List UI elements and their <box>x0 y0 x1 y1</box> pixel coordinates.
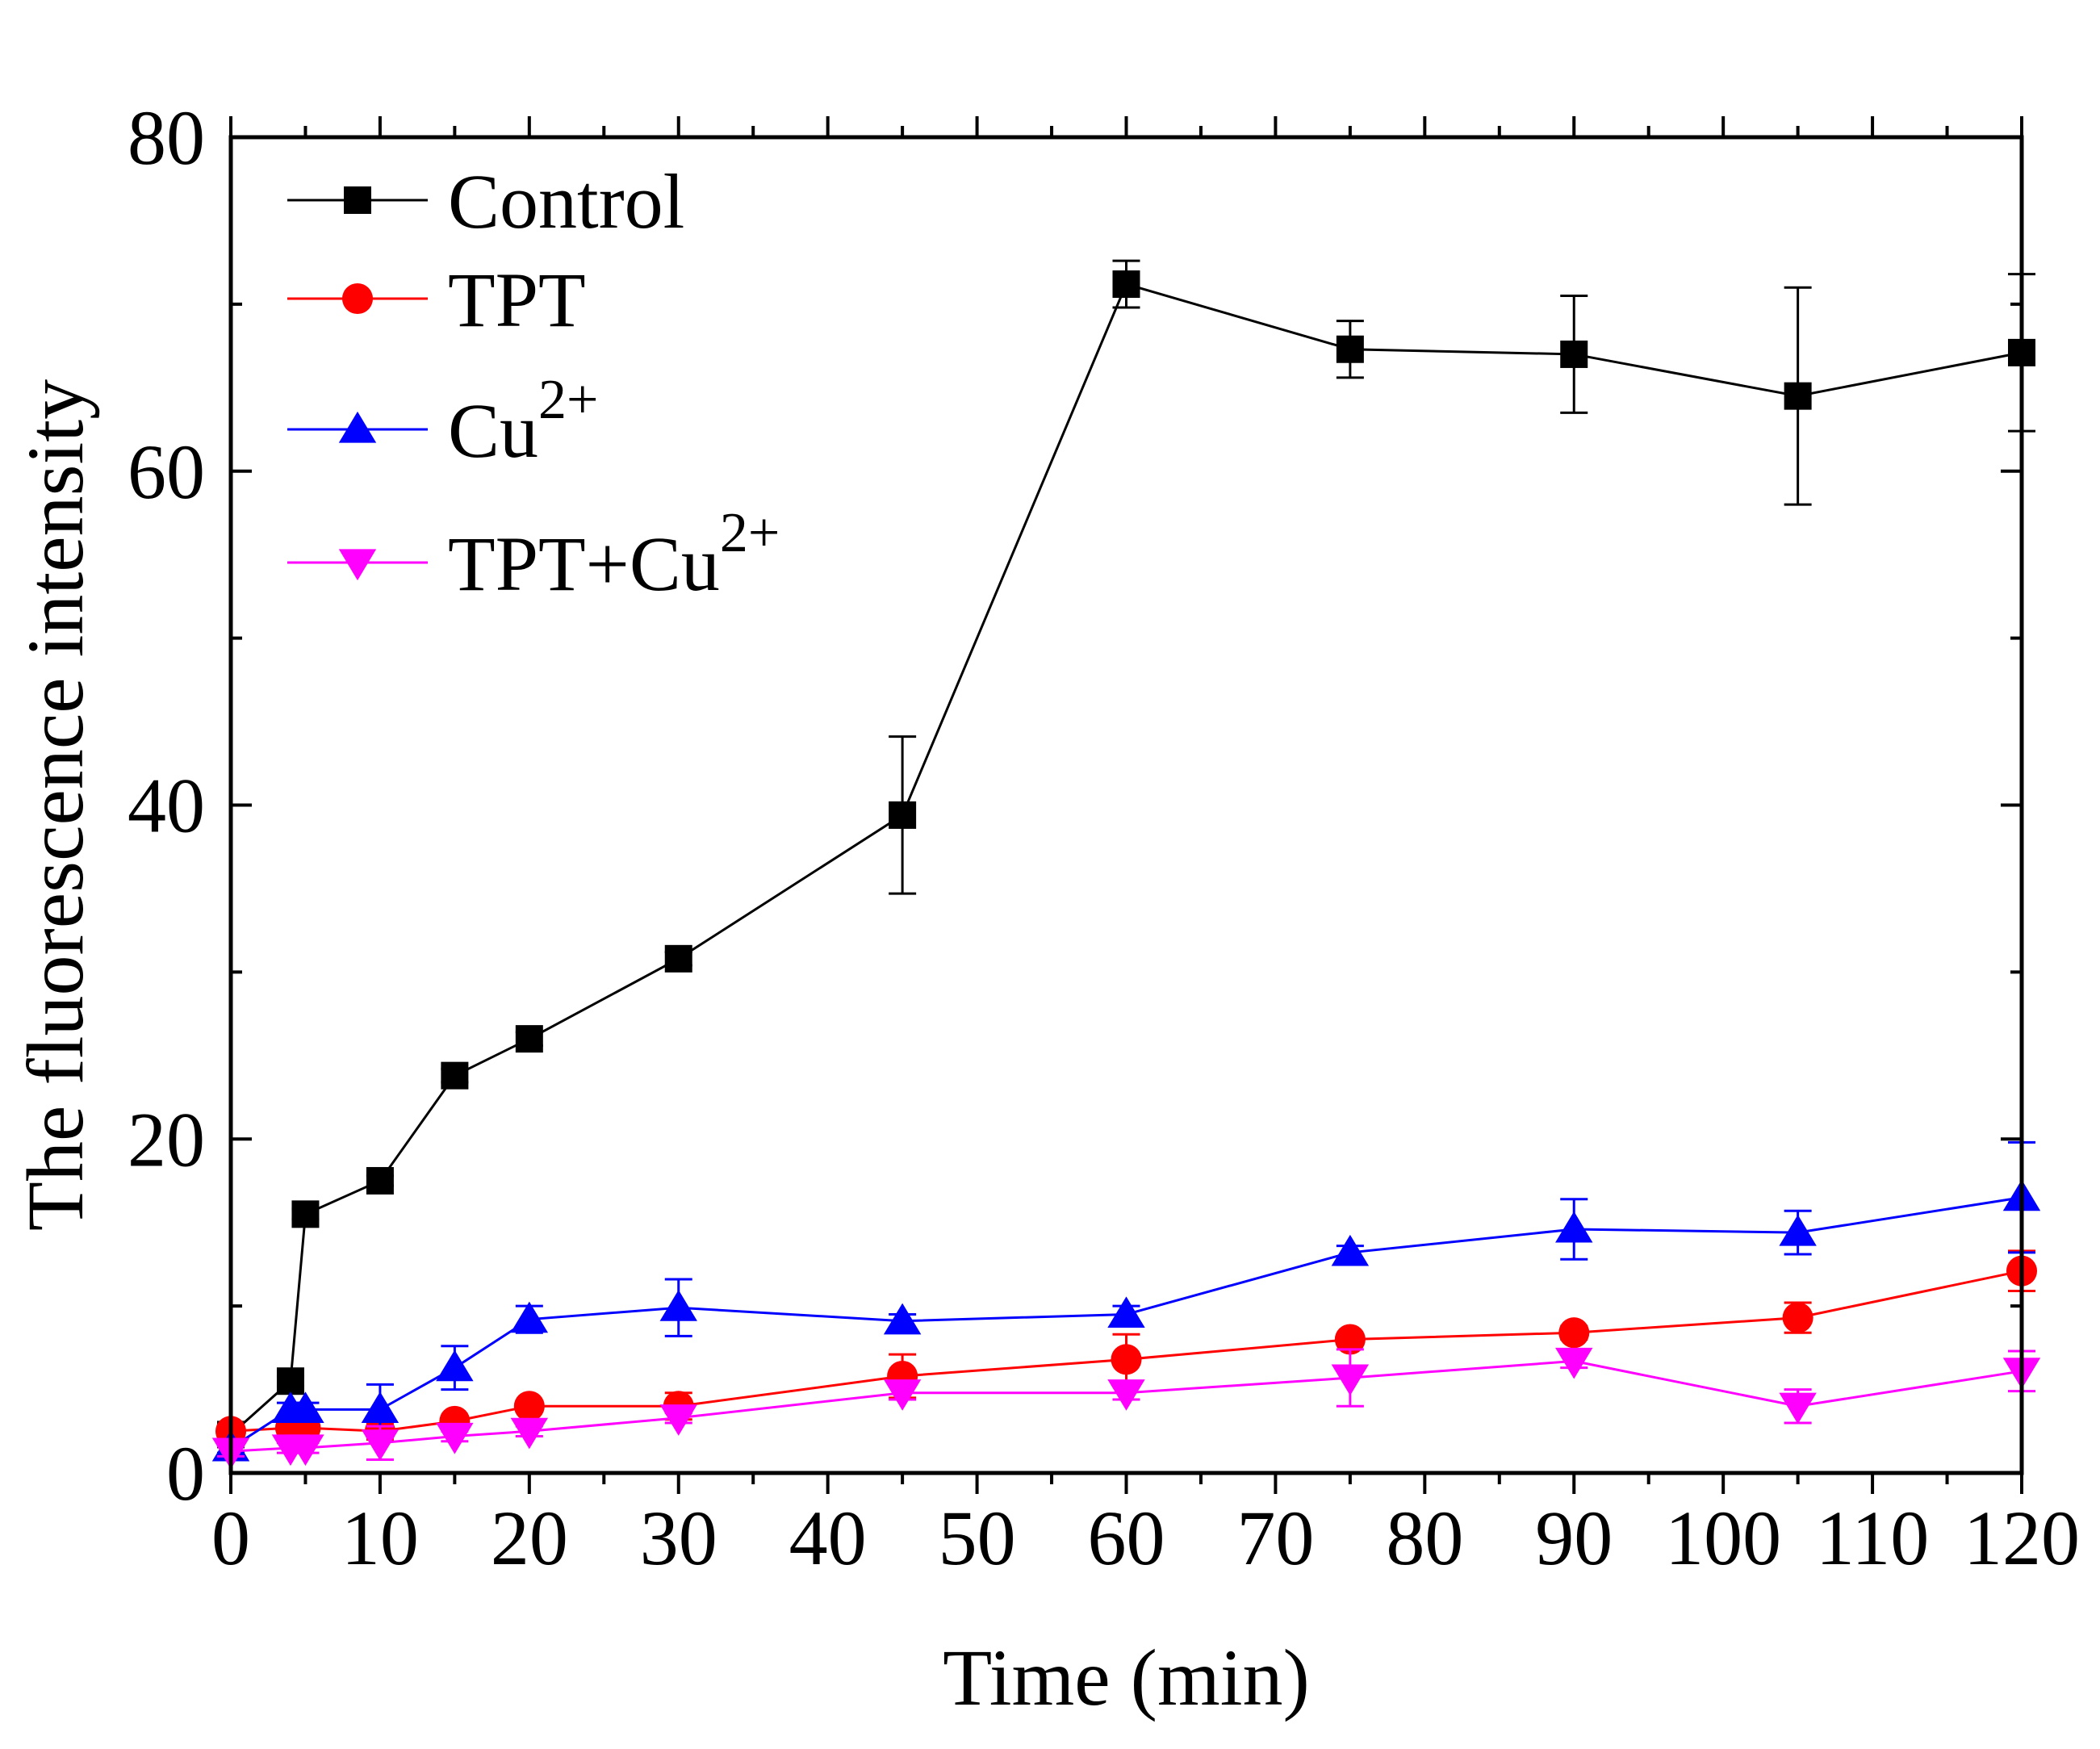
y-tick-label: 0 <box>166 1430 205 1517</box>
x-tick-label: 40 <box>789 1495 867 1581</box>
data-point <box>1107 1296 1145 1328</box>
y-tick-label: 40 <box>128 763 205 849</box>
data-point <box>1782 1302 1813 1333</box>
data-point <box>1331 1364 1370 1396</box>
data-point <box>366 1166 394 1195</box>
legend-label-base: Control <box>448 158 684 245</box>
legend-label-base: TPT+Cu <box>448 521 720 607</box>
legend-label: TPT+Cu2+ <box>448 502 780 607</box>
x-tick-label: 30 <box>640 1495 717 1581</box>
data-point <box>361 1391 400 1423</box>
x-tick-label: 20 <box>491 1495 568 1581</box>
x-tick-label: 100 <box>1665 1495 1781 1581</box>
x-tick-label: 110 <box>1816 1495 1929 1581</box>
data-point <box>659 1290 697 1321</box>
x-axis-title: Time (min) <box>943 1633 1310 1722</box>
data-point <box>276 1367 304 1395</box>
data-point <box>883 1379 922 1411</box>
data-point <box>1779 1215 1817 1246</box>
series-Cu2+ <box>211 1140 2041 1462</box>
y-axis-title: The fluorescence intensity <box>10 379 100 1231</box>
x-tick-label: 0 <box>211 1495 250 1581</box>
data-point <box>287 1434 324 1467</box>
x-tick-label: 10 <box>341 1495 419 1581</box>
data-point <box>1334 1324 1366 1355</box>
legend-label: Cu2+ <box>448 369 599 474</box>
data-point <box>1784 382 1812 410</box>
y-tick-label: 20 <box>128 1096 205 1182</box>
data-point <box>1331 1234 1370 1266</box>
ticks: 0 10 20 30 40 50 60 70 80 90 100 110 120 0 20 40 60 80 <box>128 94 2080 1581</box>
legend-label-superscript: 2+ <box>720 502 780 564</box>
data-point <box>515 1025 543 1053</box>
data-point <box>513 1391 545 1422</box>
legend-marker <box>344 186 371 214</box>
data-point <box>1336 335 1364 363</box>
data-point <box>664 944 692 973</box>
data-point <box>441 1061 469 1090</box>
data-point <box>1107 1379 1145 1411</box>
data-point <box>659 1404 697 1436</box>
data-point <box>1112 270 1140 299</box>
legend-label-base: TPT <box>448 257 586 343</box>
data-point <box>1555 1211 1593 1243</box>
y-tick-label: 60 <box>128 429 205 515</box>
data-point <box>291 1200 320 1228</box>
legend-label: Control <box>448 158 684 245</box>
data-point <box>510 1301 549 1333</box>
data-point <box>1555 1347 1593 1379</box>
series-Control <box>217 259 2035 1449</box>
data-point <box>1558 1317 1590 1349</box>
x-tick-label: 120 <box>1964 1495 2080 1581</box>
data-point <box>287 1391 324 1423</box>
legend-label-base: Cu <box>448 387 538 474</box>
x-tick-label: 80 <box>1386 1495 1463 1581</box>
data-point <box>1779 1392 1817 1425</box>
data-point <box>883 1303 922 1335</box>
y-tick-label: 80 <box>128 94 205 181</box>
x-tick-label: 90 <box>1535 1495 1613 1581</box>
legend-marker <box>338 411 377 443</box>
data-point <box>1111 1344 1142 1375</box>
data-point <box>436 1349 474 1382</box>
data-point <box>436 1422 474 1454</box>
legend-marker <box>338 549 377 581</box>
x-tick-label: 70 <box>1236 1495 1314 1581</box>
legend-marker <box>341 282 374 315</box>
data-point <box>1560 340 1588 368</box>
data-point <box>889 801 917 829</box>
legend-label: TPT <box>448 257 586 343</box>
x-tick-label: 60 <box>1088 1495 1165 1581</box>
data-point <box>361 1429 400 1461</box>
series-TPT <box>215 1249 2038 1447</box>
data-point <box>510 1417 549 1450</box>
x-tick-label: 50 <box>939 1495 1016 1581</box>
legend-label-superscript: 2+ <box>538 369 598 431</box>
